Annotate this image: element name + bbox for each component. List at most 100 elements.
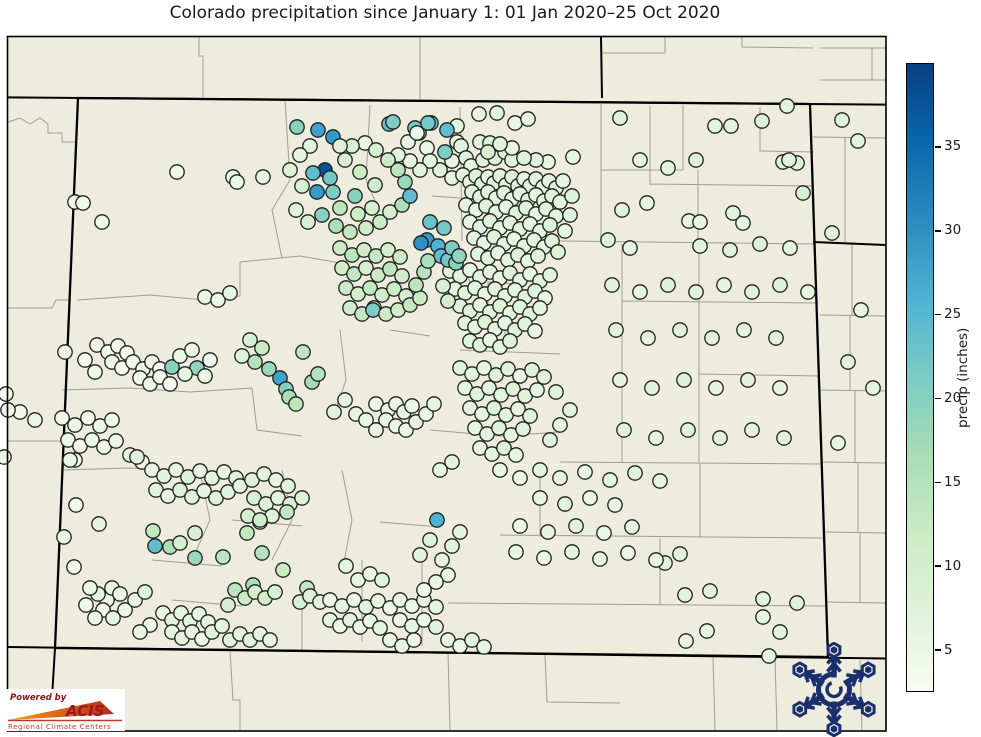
station-point (830, 435, 846, 451)
station-point (622, 240, 638, 256)
colorado-border (53, 96, 830, 659)
station-point (187, 550, 203, 566)
colorbar-label: precip (inches) (955, 327, 971, 428)
station-point (196, 483, 212, 499)
station-point (735, 215, 751, 231)
station-point (620, 545, 636, 561)
station-point (416, 612, 432, 628)
colorbar (906, 63, 934, 692)
station-point (416, 582, 432, 598)
acis-name-text: ACIS (65, 702, 105, 720)
station-point (604, 277, 620, 293)
station-point (332, 200, 348, 216)
station-point (652, 473, 668, 489)
station-point (612, 372, 628, 388)
station-point (62, 452, 78, 468)
station-point (432, 162, 448, 178)
station-point (112, 586, 128, 602)
station-point (172, 482, 188, 498)
station-point (78, 597, 94, 613)
station-point (261, 361, 277, 377)
station-point (239, 525, 255, 541)
station-point (408, 277, 424, 293)
station-point (412, 547, 428, 563)
station-point (413, 235, 429, 251)
station-point (678, 633, 694, 649)
colorbar-tickmark (935, 565, 941, 567)
station-point (510, 401, 526, 417)
acis-swoosh-icon (8, 701, 114, 720)
station-point (294, 178, 310, 194)
station-point (627, 465, 643, 481)
station-point (596, 525, 612, 541)
station-point (429, 512, 445, 528)
station-point (562, 402, 578, 418)
station-point (568, 518, 584, 534)
station-point (358, 260, 374, 276)
colorbar-tick-label: 30 (944, 222, 962, 239)
station-point (755, 609, 771, 625)
station-point (440, 567, 456, 583)
acis-subtitle-text: Regional Climate Centers (8, 723, 111, 731)
station-point (382, 261, 398, 277)
station-point (688, 152, 704, 168)
colorbar-tickmark (935, 313, 941, 316)
station-point (824, 225, 840, 241)
station-point (326, 404, 342, 420)
station-point (295, 344, 311, 360)
station-point (215, 549, 231, 565)
colorbar-tickmark (935, 649, 941, 651)
station-point (57, 344, 73, 360)
station-point (374, 572, 390, 588)
station-point (279, 504, 295, 520)
station-point (368, 142, 384, 158)
station-point (507, 115, 523, 131)
station-point (352, 164, 368, 180)
station-point (314, 207, 330, 223)
station-point (428, 599, 444, 615)
station-point (187, 525, 203, 541)
station-point (337, 392, 353, 408)
snowflake-arm (826, 701, 842, 737)
station-point (197, 289, 213, 305)
station-point (428, 574, 444, 590)
station-points-layer (0, 98, 881, 664)
station-point (491, 420, 507, 436)
station-point (80, 410, 96, 426)
station-point (364, 200, 380, 216)
station-point (542, 217, 558, 233)
station-point (500, 361, 516, 377)
county-lines-neighbor-states (7, 37, 887, 731)
station-point (444, 538, 460, 554)
station-point (476, 639, 492, 655)
chart-title: Colorado precipitation since January 1: … (169, 3, 721, 23)
station-point (548, 384, 564, 400)
colorbar-tick-label: 25 (944, 306, 962, 323)
station-point (420, 115, 436, 131)
station-point (382, 204, 398, 220)
station-point (210, 292, 226, 308)
station-point (66, 559, 82, 575)
station-point (692, 214, 708, 230)
station-point (522, 408, 538, 424)
station-point (530, 248, 546, 264)
station-point (435, 278, 451, 294)
station-point (419, 140, 435, 156)
station-point (105, 610, 121, 626)
station-point (632, 152, 648, 168)
station-point (660, 277, 676, 293)
station-point (300, 214, 316, 230)
station-point (772, 624, 788, 640)
station-point (172, 535, 188, 551)
station-point (177, 366, 193, 382)
station-point (104, 412, 120, 428)
colorbar-tick-label: 15 (944, 473, 962, 490)
station-point (91, 516, 107, 532)
station-point (145, 523, 161, 539)
station-point (404, 398, 420, 414)
station-point (310, 366, 326, 382)
station-point (192, 463, 208, 479)
station-point (562, 207, 578, 223)
station-point (275, 562, 291, 578)
station-point (202, 352, 218, 368)
